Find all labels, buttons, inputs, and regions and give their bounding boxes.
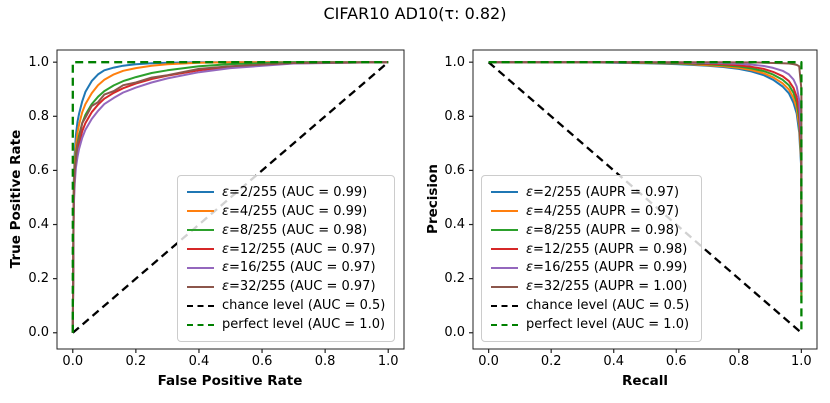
legend-entry: ε=8/255 (AUPR = 0.98) bbox=[491, 223, 692, 238]
legend-line-sample bbox=[491, 304, 518, 307]
x-tick-label: 0.4 bbox=[188, 354, 210, 369]
legend-entry-label: ε=12/255 (AUC = 0.97) bbox=[222, 241, 376, 257]
legend-entry-label: ε=2/255 (AUC = 0.99) bbox=[222, 184, 368, 200]
legend-line-sample bbox=[491, 229, 518, 232]
legend-line-sample bbox=[187, 323, 214, 326]
x-tick-label: 0.2 bbox=[125, 354, 147, 369]
legend-entry: ε=2/255 (AUC = 0.99) bbox=[187, 185, 385, 200]
y-tick-label: 0.8 bbox=[28, 108, 49, 124]
y-tick-label: 0.6 bbox=[28, 162, 49, 178]
legend-entry-label: chance level (AUC = 0.5) bbox=[526, 298, 690, 314]
y-tick-label: 1.0 bbox=[444, 54, 465, 70]
y-tick-label: 0.6 bbox=[444, 162, 465, 178]
legend-line-sample bbox=[187, 210, 214, 213]
legend-line-sample bbox=[491, 285, 518, 288]
legend-right: ε=2/255 (AUPR = 0.97) ε=4/255 (AUPR = 0.9… bbox=[481, 175, 702, 342]
legend-left: ε=2/255 (AUC = 0.99) ε=4/255 (AUC = 0.99)… bbox=[177, 175, 395, 342]
legend-entry-label: ε=32/255 (AUPR = 1.00) bbox=[526, 279, 688, 295]
legend-entry: ε=32/255 (AUC = 0.97) bbox=[187, 279, 385, 294]
legend-line-sample bbox=[187, 229, 214, 232]
legend-entry: ε=2/255 (AUPR = 0.97) bbox=[491, 185, 692, 200]
legend-entry-label: ε=4/255 (AUC = 0.99) bbox=[222, 203, 368, 219]
x-tick-label: 0.8 bbox=[728, 354, 750, 369]
x-tick-label: 0.4 bbox=[603, 354, 625, 369]
legend-entry: perfect level (AUC = 1.0) bbox=[187, 317, 385, 332]
legend-line-sample bbox=[187, 248, 214, 250]
legend-line-sample bbox=[187, 191, 214, 194]
axes-frame bbox=[56, 49, 405, 350]
legend-entry-label: perfect level (AUC = 1.0) bbox=[222, 317, 386, 332]
y-tick-label: 0.8 bbox=[444, 108, 465, 124]
curve-chance-level bbox=[72, 61, 389, 334]
legend-entry-label: perfect level (AUC = 1.0) bbox=[526, 317, 690, 332]
x-tick-label: 1.0 bbox=[377, 354, 399, 369]
legend-line-sample bbox=[491, 210, 518, 213]
y-tick-label: 0.2 bbox=[444, 271, 465, 287]
legend-entry: chance level (AUC = 0.5) bbox=[491, 298, 692, 313]
legend-entry: ε=32/255 (AUPR = 1.00) bbox=[491, 279, 692, 294]
legend-entry: ε=8/255 (AUC = 0.98) bbox=[187, 223, 385, 238]
x-tick-label: 0.8 bbox=[314, 354, 336, 369]
legend-line-sample bbox=[491, 266, 518, 269]
y-tick-label: 0.0 bbox=[28, 325, 49, 341]
legend-entry: ε=4/255 (AUC = 0.99) bbox=[187, 204, 385, 219]
y-tick-label: 1.0 bbox=[28, 54, 49, 70]
legend-entry: ε=12/255 (AUPR = 0.98) bbox=[491, 242, 692, 257]
legend-line-sample bbox=[187, 304, 214, 307]
legend-entry-label: ε=32/255 (AUC = 0.97) bbox=[222, 279, 376, 295]
legend-entry-label: ε=8/255 (AUC = 0.98) bbox=[222, 222, 368, 238]
curve-eps-32-255 bbox=[71, 61, 389, 333]
legend-line-sample bbox=[491, 191, 518, 194]
legend-entry: perfect level (AUC = 1.0) bbox=[491, 317, 692, 332]
y-tick-label: 0.0 bbox=[444, 325, 465, 341]
legend-line-sample bbox=[187, 266, 214, 269]
y-tick-label: 0.4 bbox=[444, 217, 465, 233]
legend-line-sample bbox=[187, 285, 214, 288]
y-tick-label: 0.2 bbox=[28, 271, 49, 287]
legend-entry: chance level (AUC = 0.5) bbox=[187, 298, 385, 313]
curve-chance-level bbox=[487, 61, 803, 334]
legend-entry: ε=16/255 (AUC = 0.97) bbox=[187, 260, 385, 275]
legend-entry-label: ε=4/255 (AUPR = 0.97) bbox=[526, 203, 680, 219]
x-tick-label: 0.0 bbox=[62, 354, 84, 369]
legend-entry: ε=12/255 (AUC = 0.97) bbox=[187, 242, 385, 257]
x-tick-label: 0.6 bbox=[665, 354, 687, 369]
x-tick-label: 0.6 bbox=[251, 354, 273, 369]
legend-entry-label: ε=16/255 (AUPR = 0.99) bbox=[526, 260, 688, 276]
x-axis-label-left: False Positive Rate bbox=[157, 373, 303, 389]
legend-entry-label: chance level (AUC = 0.5) bbox=[222, 298, 386, 314]
curve-perfect-level bbox=[488, 61, 803, 333]
y-axis-label-left: True Positive Rate bbox=[8, 129, 24, 269]
x-tick-label: 0.2 bbox=[540, 354, 562, 369]
legend-entry: ε=4/255 (AUPR = 0.97) bbox=[491, 204, 692, 219]
legend-line-sample bbox=[491, 248, 518, 250]
legend-line-sample bbox=[491, 323, 518, 326]
legend-entry-label: ε=12/255 (AUPR = 0.98) bbox=[526, 241, 688, 257]
x-tick-label: 0.0 bbox=[478, 354, 499, 369]
legend-entry-label: ε=2/255 (AUPR = 0.97) bbox=[526, 184, 680, 200]
x-tick-label: 1.0 bbox=[791, 354, 812, 369]
legend-entry-label: ε=8/255 (AUPR = 0.98) bbox=[526, 222, 680, 238]
y-tick-label: 0.4 bbox=[28, 217, 49, 233]
legend-entry-label: ε=16/255 (AUC = 0.97) bbox=[222, 260, 376, 276]
x-axis-label-right: Recall bbox=[622, 373, 668, 389]
figure-title: CIFAR10 AD10(τ: 0.82) bbox=[323, 4, 507, 23]
axes-frame bbox=[472, 49, 818, 350]
legend-entry: ε=16/255 (AUPR = 0.99) bbox=[491, 260, 692, 275]
